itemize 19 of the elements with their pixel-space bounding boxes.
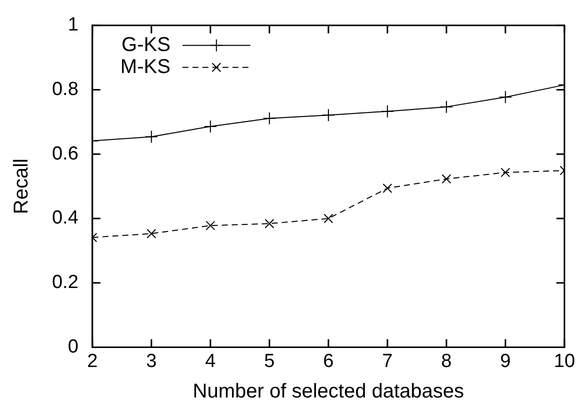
x-tick-label: 7	[382, 350, 393, 372]
y-tick-label: 0.8	[52, 78, 78, 100]
x-tick-label: 8	[441, 350, 452, 372]
x-tick-label: 5	[264, 350, 275, 372]
legend-label: G-KS	[122, 34, 170, 56]
x-tick-label: 10	[554, 350, 576, 372]
y-tick-label: 0.2	[52, 272, 78, 294]
y-tick-label: 0	[68, 336, 78, 358]
x-tick-label: 6	[323, 350, 334, 372]
legend-label: M-KS	[120, 56, 170, 78]
x-axis-title: Number of selected databases	[192, 380, 464, 403]
x-tick-label: 4	[205, 350, 216, 372]
y-axis-title: Recall	[10, 158, 33, 214]
y-tick-label: 1	[68, 14, 78, 36]
x-tick-label: 2	[87, 350, 98, 372]
y-tick-label: 0.6	[52, 143, 78, 164]
x-tick-label: 9	[500, 350, 511, 372]
y-tick-label: 0.4	[52, 208, 79, 229]
x-tick-label: 3	[146, 350, 157, 372]
